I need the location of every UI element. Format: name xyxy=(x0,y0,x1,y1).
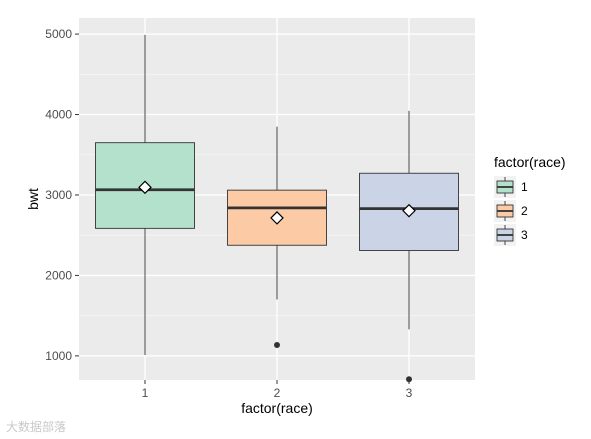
x-axis-title: factor(race) xyxy=(241,400,313,416)
y-tick-label: 3000 xyxy=(45,188,72,202)
legend-label: 1 xyxy=(521,180,528,194)
x-axis: 1 2 3 xyxy=(142,380,413,400)
outlier-point xyxy=(406,376,412,383)
legend-label: 3 xyxy=(521,228,528,242)
legend: factor(race) 1 2 3 xyxy=(494,154,566,246)
mean-marker xyxy=(270,211,284,225)
x-tick-label: 3 xyxy=(406,386,413,400)
watermark-text: 大数据部落 xyxy=(6,420,67,434)
y-tick-label: 5000 xyxy=(45,27,72,41)
x-tick-label: 1 xyxy=(142,386,149,400)
mean-marker xyxy=(138,180,152,195)
y-tick-label: 2000 xyxy=(45,268,72,282)
y-tick-label: 4000 xyxy=(45,108,72,122)
boxes-layer xyxy=(95,34,459,383)
y-axis: 1000 2000 3000 4000 5000 xyxy=(45,27,79,363)
legend-title: factor(race) xyxy=(494,154,566,170)
legend-label: 2 xyxy=(521,204,528,218)
x-tick-label: 2 xyxy=(274,386,281,400)
y-axis-title: bwt xyxy=(25,188,41,210)
mean-marker xyxy=(402,203,416,218)
outlier-point xyxy=(274,342,280,349)
y-tick-label: 1000 xyxy=(45,349,72,363)
